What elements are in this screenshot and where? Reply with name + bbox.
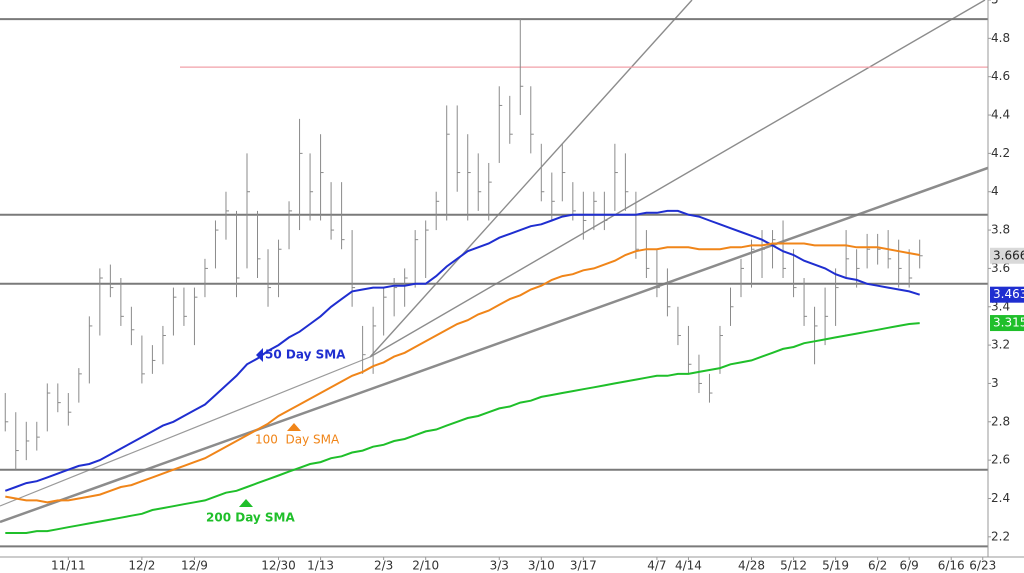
trendline (0, 153, 1024, 524)
x-tick-label: 4/14 (675, 559, 702, 573)
x-tick-label: 12/2 (128, 559, 155, 573)
y-tick-label: 4 (991, 184, 999, 198)
x-tick-label: 2/10 (412, 559, 439, 573)
y-tick-label: 4.8 (991, 31, 1010, 45)
x-tick-label: 12/9 (181, 559, 208, 573)
y-tick-label: 2.8 (991, 414, 1010, 428)
price-bars (4, 19, 923, 470)
sma-line (5, 242, 920, 504)
x-tick-label: 4/28 (738, 559, 765, 573)
trendlines (0, 0, 1024, 524)
y-tick-label: 3 (991, 376, 999, 390)
y-tick-label: 3.4 (991, 299, 1010, 313)
y-tick-label: 5 (991, 0, 999, 7)
x-tick-label: 4/7 (647, 559, 666, 573)
annotation-marker (239, 499, 253, 507)
last-value-box (990, 315, 1024, 332)
x-tick-label: 12/30 (261, 559, 296, 573)
last-value-label: 3.315 (993, 316, 1024, 330)
x-tick-label: 3/10 (528, 559, 555, 573)
y-tick-label: 4.4 (991, 108, 1010, 122)
axis-panel (988, 0, 1024, 573)
sma-line (4, 209, 920, 492)
annotation-marker (287, 423, 301, 431)
trendline (369, 0, 693, 358)
axis-panel-bottom (0, 557, 1024, 573)
last-value-box (990, 286, 1024, 303)
trendline (0, 356, 371, 507)
y-tick-label: 2.6 (991, 453, 1010, 467)
x-tick-label: 5/19 (822, 559, 849, 573)
y-tick-label: 3.2 (991, 338, 1010, 352)
x-tick-label: 6/9 (900, 559, 919, 573)
last-value-box (990, 247, 1024, 264)
x-tick-label: 3/17 (570, 559, 597, 573)
x-tick-label: 2/3 (374, 559, 393, 573)
y-tick-label: 4.6 (991, 69, 1010, 83)
x-tick-label: 6/16 (938, 559, 965, 573)
x-tick-label: 6/2 (868, 559, 887, 573)
x-tick-label: 6/23 (969, 559, 996, 573)
annotation: 100 Day SMA (255, 433, 340, 447)
annotation-marker (256, 348, 263, 362)
y-tick-label: 2.4 (991, 491, 1010, 505)
y-tick-label: 4.2 (991, 146, 1010, 160)
annotation: 50 Day SMA (265, 348, 346, 362)
x-tick-label: 11/11 (51, 559, 86, 573)
x-tick-label: 1/13 (307, 559, 334, 573)
x-tick-label: 5/12 (780, 559, 807, 573)
y-tick-label: 3.8 (991, 223, 1010, 237)
last-value-label: 3.463 (993, 287, 1024, 301)
y-tick-label: 2.2 (991, 529, 1010, 543)
sma-line (5, 322, 920, 534)
last-value-label: 3.666 (993, 248, 1024, 262)
annotation: 200 Day SMA (206, 511, 296, 525)
x-tick-label: 3/3 (490, 559, 509, 573)
trendline (369, 0, 986, 358)
y-tick-label: 3.6 (991, 261, 1010, 275)
